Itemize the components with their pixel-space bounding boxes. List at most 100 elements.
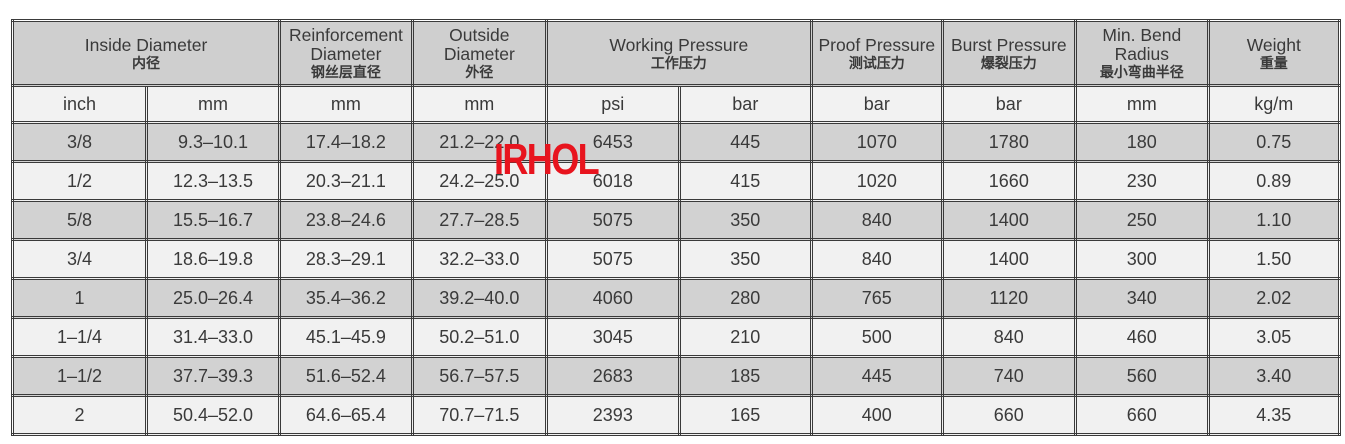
unit-cell: bar <box>940 84 1077 124</box>
table-cell: 3/8 <box>11 121 148 163</box>
table-cell: 3045 <box>544 316 681 358</box>
table-cell: 1.10 <box>1206 199 1341 241</box>
header-en: Weight <box>1246 34 1301 55</box>
header-burst-pressure: Burst Pressure 爆裂压力 <box>940 19 1077 87</box>
table-cell: 0.75 <box>1206 121 1341 163</box>
table-cell: 740 <box>940 355 1077 397</box>
table-cell: 1400 <box>940 199 1077 241</box>
header-zh: 外径 <box>465 64 494 80</box>
table-cell: 350 <box>677 199 813 241</box>
table-cell: 12.3–13.5 <box>145 160 281 202</box>
table-cell: 3.40 <box>1206 355 1341 397</box>
unit-cell: bar <box>809 84 944 124</box>
table-cell: 300 <box>1073 238 1210 280</box>
table-cell: 250 <box>1073 199 1210 241</box>
table-cell: 1020 <box>809 160 944 202</box>
table-cell: 6453 <box>544 121 681 163</box>
table-cell: 460 <box>1073 316 1210 358</box>
table-cell: 25.0–26.4 <box>145 277 281 319</box>
table-cell: 500 <box>809 316 944 358</box>
unit-cell: mm <box>278 84 414 124</box>
table-cell: 2 <box>11 394 148 436</box>
table-cell: 1120 <box>940 277 1077 319</box>
header-zh: 工作压力 <box>650 54 707 71</box>
header-en: Burst Pressure <box>950 34 1067 55</box>
table-cell: 5/8 <box>11 199 148 241</box>
table-cell: 28.3–29.1 <box>278 238 414 280</box>
table-cell: 15.5–16.7 <box>145 199 281 241</box>
table-cell: 4060 <box>544 277 681 319</box>
header-en: Proof Pressure <box>818 34 936 55</box>
table-cell: 17.4–18.2 <box>278 121 414 163</box>
unit-cell: psi <box>544 84 681 124</box>
table-cell: 180 <box>1073 121 1210 163</box>
table-cell: 39.2–40.0 <box>410 277 548 319</box>
table-cell: 6018 <box>544 160 681 202</box>
table-cell: 840 <box>809 199 944 241</box>
table-cell: 3.05 <box>1206 316 1341 358</box>
header-proof-pressure: Proof Pressure 测试压力 <box>809 19 944 87</box>
unit-cell: inch <box>11 84 148 124</box>
table-cell: 2683 <box>544 355 681 397</box>
table-row: 1 25.0–26.4 35.4–36.2 39.2–40.0 4060 280 765 11… <box>11 277 1341 319</box>
header-en: Working Pressure <box>609 34 749 55</box>
hose-spec-table: Inside Diameter 内径 Reinforcement Diameter… <box>11 19 1341 436</box>
table-cell: 340 <box>1073 277 1210 319</box>
table-cell: 70.7–71.5 <box>410 394 548 436</box>
table-cell: 400 <box>809 394 944 436</box>
table-row: 3/8 9.3–10.1 17.4–18.2 21.2–22.0 6453 445 1070… <box>11 121 1341 163</box>
unit-cell: bar <box>677 84 813 124</box>
table-cell: 765 <box>809 277 944 319</box>
table-row: 3/4 18.6–19.8 28.3–29.1 32.2–33.0 5075 350 840… <box>11 238 1341 280</box>
table-cell: 350 <box>677 238 813 280</box>
table-cell: 1660 <box>940 160 1077 202</box>
table-cell: 165 <box>677 394 813 436</box>
header-reinforcement-diameter: Reinforcement Diameter 钢丝层直径 <box>278 19 414 87</box>
header-zh: 重量 <box>1259 54 1288 71</box>
table-cell: 2393 <box>544 394 681 436</box>
table-cell: 840 <box>940 316 1077 358</box>
table-cell: 4.35 <box>1206 394 1341 436</box>
unit-cell: kg/m <box>1206 84 1341 124</box>
table-row: 1/2 12.3–13.5 20.3–21.1 24.2–25.0 6018 415 102… <box>11 160 1341 202</box>
table-cell: 32.2–33.0 <box>410 238 548 280</box>
header-en: Min. Bend Radius <box>1102 25 1182 64</box>
header-en: Reinforcement Diameter <box>289 25 403 64</box>
table-cell: 230 <box>1073 160 1210 202</box>
table-cell: 210 <box>677 316 813 358</box>
table-cell: 5075 <box>544 199 681 241</box>
table-cell: 0.89 <box>1206 160 1341 202</box>
table-cell: 1400 <box>940 238 1077 280</box>
header-en: Inside Diameter <box>84 34 208 55</box>
table-cell: 51.6–52.4 <box>278 355 414 397</box>
table-cell: 415 <box>677 160 813 202</box>
table-cell: 1.50 <box>1206 238 1341 280</box>
table-cell: 21.2–22.0 <box>410 121 548 163</box>
table-cell: 5075 <box>544 238 681 280</box>
table-cell: 1 <box>11 277 148 319</box>
unit-cell: mm <box>145 84 281 124</box>
table-row: 1–1/4 31.4–33.0 45.1–45.9 50.2–51.0 3045 210 5… <box>11 316 1341 358</box>
header-zh: 内径 <box>132 54 160 71</box>
unit-cell: mm <box>410 84 548 124</box>
header-zh: 测试压力 <box>848 54 905 71</box>
table-cell: 23.8–24.6 <box>278 199 414 241</box>
table-cell: 50.4–52.0 <box>145 394 281 436</box>
header-min-bend-radius: Min. Bend Radius 最小弯曲半径 <box>1073 19 1210 87</box>
table-cell: 18.6–19.8 <box>145 238 281 280</box>
table-row: 5/8 15.5–16.7 23.8–24.6 27.7–28.5 5075 350 840… <box>11 199 1341 241</box>
units-row: inch mm mm mm psi bar bar bar mm kg/m <box>11 84 1341 124</box>
table-cell: 660 <box>1073 394 1210 436</box>
table-cell: 20.3–21.1 <box>278 160 414 202</box>
table-row: 1–1/2 37.7–39.3 51.6–52.4 56.7–57.5 2683 185 4… <box>11 355 1341 397</box>
table-cell: 1–1/4 <box>11 316 148 358</box>
header-weight: Weight 重量 <box>1206 19 1341 87</box>
header-working-pressure: Working Pressure 工作压力 <box>544 19 813 87</box>
table-cell: 560 <box>1073 355 1210 397</box>
table-cell: 1/2 <box>11 160 148 202</box>
table-cell: 1–1/2 <box>11 355 148 397</box>
table-cell: 56.7–57.5 <box>410 355 548 397</box>
header-zh: 钢丝层直径 <box>310 64 381 80</box>
table-cell: 660 <box>940 394 1077 436</box>
table-cell: 1780 <box>940 121 1077 163</box>
